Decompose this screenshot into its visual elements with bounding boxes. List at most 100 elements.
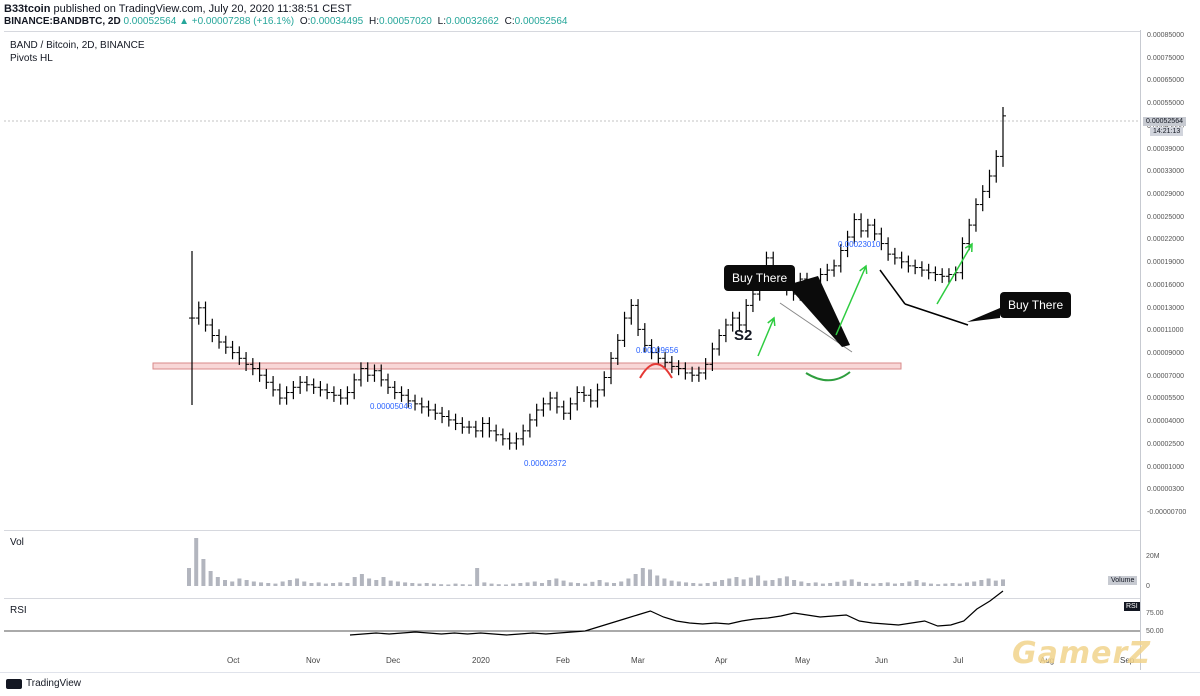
support-zone: [152, 362, 902, 370]
time-label: Feb: [556, 656, 570, 665]
pivot-label-1: 0.00005043: [370, 402, 413, 411]
volume-bar: [1001, 579, 1005, 586]
buy-there-callout-1[interactable]: Buy There: [724, 265, 796, 291]
volume-bar: [359, 574, 364, 586]
volume-bar: [273, 583, 278, 586]
rsi-tick-50: 50.00: [1146, 628, 1164, 635]
volume-bar: [410, 583, 415, 586]
volume-bar: [943, 583, 948, 586]
price-tick: 0.00005500: [1147, 395, 1184, 403]
volume-bar: [763, 580, 768, 586]
tradingview-logo-icon[interactable]: [6, 679, 22, 689]
volume-bar: [856, 581, 861, 586]
low-value: 0.00032662: [446, 16, 499, 27]
price-tick: 0.00075000: [1147, 54, 1184, 62]
volume-bar: [460, 584, 465, 586]
volume-bar: [554, 578, 559, 586]
price-tick: 0.00055000: [1147, 100, 1184, 108]
volume-bar: [784, 576, 789, 586]
volume-bar: [431, 583, 436, 586]
buy-there-callout-2[interactable]: Buy There: [1000, 292, 1072, 318]
volume-bar: [835, 581, 840, 586]
trendline-2: [904, 303, 969, 326]
volume-bar: [612, 583, 617, 586]
rsi-pane-border: [4, 598, 1140, 599]
price-tick: 0.00016000: [1147, 281, 1184, 289]
volume-bar: [662, 578, 667, 586]
time-label: Nov: [306, 656, 321, 665]
volume-bar: [820, 583, 825, 586]
rsi-tick-75: 75.00: [1146, 610, 1164, 617]
volume-bar: [518, 583, 523, 586]
volume-bar: [223, 580, 228, 586]
price-tick: 0.00045000: [1147, 123, 1184, 130]
volume-bar: [244, 580, 249, 586]
volume-bar: [316, 582, 321, 586]
volume-bar: [453, 583, 458, 586]
indicator-label[interactable]: Pivots HL: [10, 53, 53, 64]
volume-bar: [446, 584, 451, 586]
volume-bar: [748, 577, 753, 586]
time-label: Aug: [1040, 656, 1055, 665]
volume-bar: [323, 583, 328, 586]
green-arrow-head: [964, 242, 973, 253]
volume-bar: [287, 580, 292, 586]
volume-bar: [302, 581, 307, 586]
callout-pointer-1: [787, 276, 850, 347]
rsi-badge: RSI: [1124, 602, 1140, 611]
high-value: 0.00057020: [379, 16, 432, 27]
volume-bar: [720, 580, 725, 586]
price-axis[interactable]: [1140, 30, 1200, 670]
volume-bar: [547, 580, 552, 586]
volume-bar: [698, 583, 703, 586]
callout-pointer-2: [967, 308, 1000, 322]
price-tick: 0.00033000: [1147, 168, 1184, 176]
volume-bar: [921, 582, 926, 586]
close-value: 0.00052564: [514, 16, 568, 27]
volume-bar: [280, 581, 285, 586]
volume-bar: [950, 583, 955, 586]
price-tick: -0.00000700: [1147, 509, 1187, 516]
time-label: Dec: [386, 656, 401, 665]
volume-bar: [208, 571, 213, 586]
volume-bar: [806, 583, 811, 586]
volume-bar: [979, 580, 984, 586]
pivot-label-3: 0.00009656: [636, 346, 679, 355]
volume-bar: [849, 579, 854, 586]
chart-title[interactable]: BAND / Bitcoin, 2D, BINANCE: [10, 40, 145, 51]
volume-pane-border: [4, 530, 1140, 531]
volume-bar: [741, 579, 746, 586]
author-name[interactable]: B33tcoin: [4, 3, 51, 15]
volume-bar: [266, 583, 271, 586]
volume-bar: [604, 582, 609, 586]
tradingview-brand[interactable]: TradingView: [26, 678, 82, 689]
volume-bar: [583, 583, 588, 586]
volume-bar: [424, 583, 429, 586]
volume-bar: [712, 581, 717, 586]
volume-bar: [467, 584, 472, 586]
volume-bar: [352, 577, 357, 586]
time-label: 2020: [472, 656, 490, 665]
volume-bar: [936, 584, 941, 586]
high-label: H:: [369, 16, 380, 27]
rsi-label[interactable]: RSI: [10, 605, 27, 616]
trendline-1: [879, 269, 906, 305]
time-label: Sep: [1120, 656, 1135, 665]
time-label: Oct: [227, 656, 240, 665]
volume-bar: [928, 583, 933, 586]
volume-bar: [381, 577, 386, 586]
volume-bar: [251, 581, 256, 586]
volume-bar: [957, 583, 962, 586]
price-tick: 0.00007000: [1147, 372, 1184, 380]
volume-label[interactable]: Vol: [10, 537, 24, 548]
volume-bar: [503, 584, 508, 586]
main-pane-border: [4, 31, 1140, 32]
time-label: Apr: [715, 656, 728, 665]
volume-bar: [532, 581, 537, 586]
volume-bar: [640, 568, 645, 586]
green-arrow: [757, 317, 775, 357]
volume-bar: [655, 575, 660, 586]
volume-bar: [194, 538, 199, 586]
volume-bar: [561, 580, 566, 586]
